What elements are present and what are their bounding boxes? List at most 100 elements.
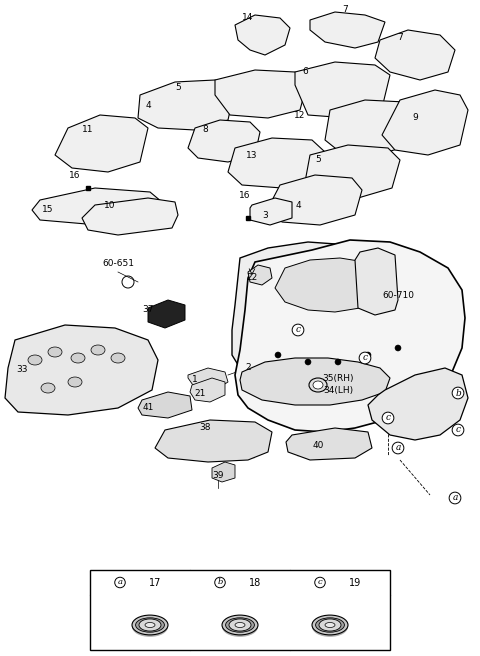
Ellipse shape xyxy=(111,353,125,363)
Ellipse shape xyxy=(28,355,42,365)
Text: 1: 1 xyxy=(192,375,198,384)
Polygon shape xyxy=(295,62,390,118)
Circle shape xyxy=(305,359,311,365)
Ellipse shape xyxy=(68,377,82,387)
Polygon shape xyxy=(235,15,290,55)
Text: 10: 10 xyxy=(104,201,116,209)
Text: 16: 16 xyxy=(239,190,251,199)
Polygon shape xyxy=(250,198,292,225)
Text: 22: 22 xyxy=(246,274,258,283)
Ellipse shape xyxy=(312,615,348,635)
Ellipse shape xyxy=(313,381,323,389)
Text: 7: 7 xyxy=(397,33,403,43)
Polygon shape xyxy=(235,240,465,432)
Ellipse shape xyxy=(91,345,105,355)
Polygon shape xyxy=(232,242,440,382)
Ellipse shape xyxy=(135,618,164,632)
Text: 35(RH): 35(RH) xyxy=(322,373,354,382)
Text: 15: 15 xyxy=(42,205,54,215)
Polygon shape xyxy=(355,248,398,315)
Text: 5: 5 xyxy=(315,155,321,165)
Polygon shape xyxy=(148,300,185,328)
Text: a: a xyxy=(452,493,458,502)
Text: 21: 21 xyxy=(194,388,206,398)
Polygon shape xyxy=(188,120,260,162)
Text: 39: 39 xyxy=(212,470,224,480)
Text: c: c xyxy=(362,354,368,363)
Ellipse shape xyxy=(132,617,168,637)
Polygon shape xyxy=(325,100,418,155)
Text: 4: 4 xyxy=(145,100,151,110)
Polygon shape xyxy=(286,428,372,460)
Polygon shape xyxy=(305,145,400,198)
Text: 3: 3 xyxy=(262,211,268,220)
Text: a: a xyxy=(118,579,122,586)
Circle shape xyxy=(395,345,401,351)
Text: 40: 40 xyxy=(312,440,324,449)
Polygon shape xyxy=(32,188,162,225)
Polygon shape xyxy=(228,138,325,188)
Ellipse shape xyxy=(235,623,245,628)
Text: c: c xyxy=(385,413,391,422)
Ellipse shape xyxy=(229,619,251,631)
Text: 5: 5 xyxy=(175,83,181,92)
Text: 37: 37 xyxy=(142,306,154,314)
Circle shape xyxy=(335,359,341,365)
Polygon shape xyxy=(275,258,380,312)
Polygon shape xyxy=(215,70,308,118)
Polygon shape xyxy=(188,368,228,390)
Text: b: b xyxy=(217,579,223,586)
Ellipse shape xyxy=(319,619,341,631)
Ellipse shape xyxy=(41,383,55,393)
Ellipse shape xyxy=(222,615,258,635)
Polygon shape xyxy=(268,175,362,225)
Ellipse shape xyxy=(226,618,254,632)
Ellipse shape xyxy=(139,619,161,631)
Text: 38: 38 xyxy=(199,424,211,432)
Ellipse shape xyxy=(71,353,85,363)
Text: 41: 41 xyxy=(142,403,154,413)
Text: 60-710: 60-710 xyxy=(382,291,414,300)
Ellipse shape xyxy=(316,618,345,632)
Polygon shape xyxy=(375,30,455,80)
Bar xyxy=(90,570,390,650)
Text: 2: 2 xyxy=(245,363,251,373)
Ellipse shape xyxy=(48,347,62,357)
Polygon shape xyxy=(310,12,385,48)
Ellipse shape xyxy=(312,617,348,637)
Ellipse shape xyxy=(145,623,155,628)
Text: a: a xyxy=(396,443,401,453)
Text: 60-651: 60-651 xyxy=(102,258,134,268)
Text: 4: 4 xyxy=(295,201,301,209)
Text: 17: 17 xyxy=(149,577,161,588)
Polygon shape xyxy=(248,265,272,285)
Text: c: c xyxy=(318,579,323,586)
Ellipse shape xyxy=(222,617,258,637)
Ellipse shape xyxy=(309,378,327,392)
Ellipse shape xyxy=(132,615,168,635)
Text: 7: 7 xyxy=(342,5,348,14)
Polygon shape xyxy=(138,392,192,418)
Text: c: c xyxy=(296,325,300,335)
Text: 6: 6 xyxy=(302,68,308,77)
Polygon shape xyxy=(82,198,178,235)
Ellipse shape xyxy=(325,623,335,628)
Polygon shape xyxy=(190,378,225,402)
Text: b: b xyxy=(455,388,461,398)
Polygon shape xyxy=(138,80,235,130)
Text: 8: 8 xyxy=(202,125,208,134)
Text: 12: 12 xyxy=(294,110,306,119)
Text: 19: 19 xyxy=(349,577,361,588)
Polygon shape xyxy=(382,90,468,155)
Circle shape xyxy=(365,352,371,358)
Polygon shape xyxy=(5,325,158,415)
Polygon shape xyxy=(55,115,148,172)
Polygon shape xyxy=(240,358,390,405)
Text: 34(LH): 34(LH) xyxy=(323,386,353,394)
Polygon shape xyxy=(368,368,468,440)
Text: 33: 33 xyxy=(16,365,28,375)
Text: 18: 18 xyxy=(249,577,261,588)
Polygon shape xyxy=(212,462,235,482)
Text: c: c xyxy=(456,426,460,434)
Text: 11: 11 xyxy=(82,125,94,134)
